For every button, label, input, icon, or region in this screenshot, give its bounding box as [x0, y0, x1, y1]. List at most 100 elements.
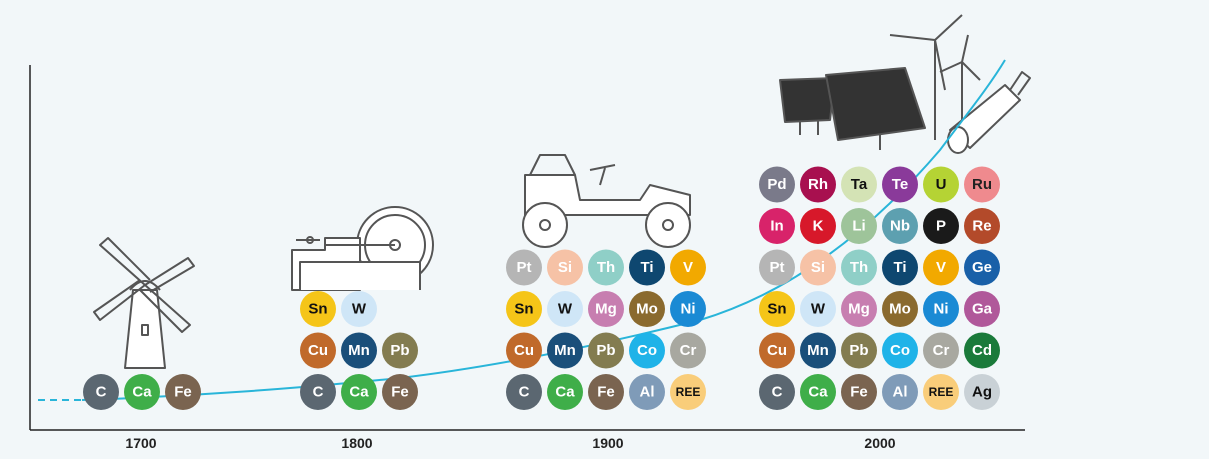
- element-symbol: V: [936, 259, 946, 276]
- element-circle: [759, 208, 795, 244]
- element-symbol: Re: [972, 218, 991, 235]
- element-symbol: Ru: [972, 176, 992, 193]
- element-circle: [800, 166, 836, 203]
- element-symbol: Al: [893, 384, 908, 401]
- element-circle: [923, 291, 959, 327]
- element-circle: [588, 374, 624, 410]
- element-circle: [923, 332, 959, 369]
- element-symbol: Rh: [808, 176, 828, 193]
- wind-turbines: [889, 14, 981, 140]
- element-symbol: Cd: [972, 342, 992, 359]
- element-circle: [547, 291, 583, 327]
- element-symbol: Mn: [348, 342, 370, 359]
- element-symbol: Sn: [514, 301, 533, 318]
- element-symbol: Nb: [890, 218, 910, 235]
- element-circle: [165, 374, 201, 410]
- element-circle: [964, 208, 1000, 244]
- element-symbol: Fe: [597, 384, 615, 401]
- element-circle: [964, 291, 1000, 327]
- element-circle: [588, 291, 624, 327]
- element-circle: [759, 332, 795, 369]
- element-symbol: Fe: [391, 384, 409, 401]
- element-symbol: Sn: [767, 301, 786, 318]
- element-circle: [83, 374, 119, 410]
- element-circle: [882, 249, 918, 286]
- element-symbol: Cu: [514, 342, 534, 359]
- element-symbol: Cr: [680, 342, 697, 359]
- element-symbol: Mg: [848, 301, 870, 318]
- element-circle: [882, 208, 918, 244]
- element-symbol: In: [770, 218, 783, 235]
- element-symbol: W: [811, 301, 826, 318]
- element-circle: [547, 374, 583, 410]
- element-circle: [670, 249, 706, 286]
- year-label: 1900: [592, 435, 623, 451]
- element-symbol: Co: [637, 342, 657, 359]
- element-symbol: Sn: [308, 301, 327, 318]
- element-circle: [588, 332, 624, 369]
- trend-curve: [81, 59, 1006, 401]
- element-circle: [964, 166, 1000, 203]
- element-circle: [670, 291, 706, 327]
- element-circle: [800, 374, 836, 410]
- element-circle: [841, 208, 877, 244]
- element-symbol: Si: [558, 259, 572, 276]
- element-symbol: Ca: [555, 384, 575, 401]
- element-symbol: C: [313, 384, 324, 401]
- element-circle: [382, 374, 418, 410]
- element-circle: [841, 332, 877, 369]
- element-circle: [923, 166, 959, 203]
- element-symbol: Ca: [808, 384, 828, 401]
- element-symbol: Pt: [770, 259, 785, 276]
- element-symbol: Th: [597, 259, 615, 276]
- element-circle: [882, 374, 918, 410]
- element-circle: [841, 249, 877, 286]
- element-circle: [759, 291, 795, 327]
- element-circle: [382, 332, 418, 369]
- solar-panels: [779, 67, 926, 150]
- element-symbol: Pb: [849, 342, 868, 359]
- element-symbol: Mg: [595, 301, 617, 318]
- element-circle: [841, 374, 877, 410]
- element-circle: [759, 249, 795, 286]
- element-symbol: Cr: [933, 342, 950, 359]
- element-symbol: Fe: [174, 384, 192, 401]
- element-symbol: C: [519, 384, 530, 401]
- element-circle: [506, 291, 542, 327]
- element-circle: [964, 249, 1000, 286]
- element-symbol: Ta: [851, 176, 868, 193]
- element-symbol: W: [352, 301, 367, 318]
- element-symbol: Te: [892, 176, 908, 193]
- element-symbol: Mn: [807, 342, 829, 359]
- element-symbol: Th: [850, 259, 868, 276]
- element-circle: [759, 166, 795, 203]
- element-symbol: REE: [929, 385, 954, 399]
- element-circle: [759, 374, 795, 410]
- element-circle: [506, 332, 542, 369]
- year-label: 1700: [125, 435, 156, 451]
- element-circle: [670, 374, 706, 410]
- element-circle: [923, 374, 959, 410]
- element-circle: [841, 291, 877, 327]
- element-symbol: Fe: [850, 384, 868, 401]
- element-symbol: Mo: [889, 301, 911, 318]
- element-symbol: C: [96, 384, 107, 401]
- element-circle: [341, 291, 377, 327]
- element-circle: [547, 332, 583, 369]
- element-circle: [506, 374, 542, 410]
- element-circle: [588, 249, 624, 286]
- element-symbol: Co: [890, 342, 910, 359]
- element-symbol: Pb: [390, 342, 409, 359]
- element-symbol: K: [813, 218, 824, 235]
- element-circle: [923, 249, 959, 286]
- element-circle: [882, 291, 918, 327]
- element-circle: [800, 249, 836, 286]
- element-circle: [506, 249, 542, 286]
- element-symbol: Ni: [934, 301, 949, 318]
- element-symbol: Ga: [972, 301, 993, 318]
- element-circle: [629, 332, 665, 369]
- element-circle: [882, 332, 918, 369]
- year-label: 2000: [864, 435, 895, 451]
- element-symbol: Mn: [554, 342, 576, 359]
